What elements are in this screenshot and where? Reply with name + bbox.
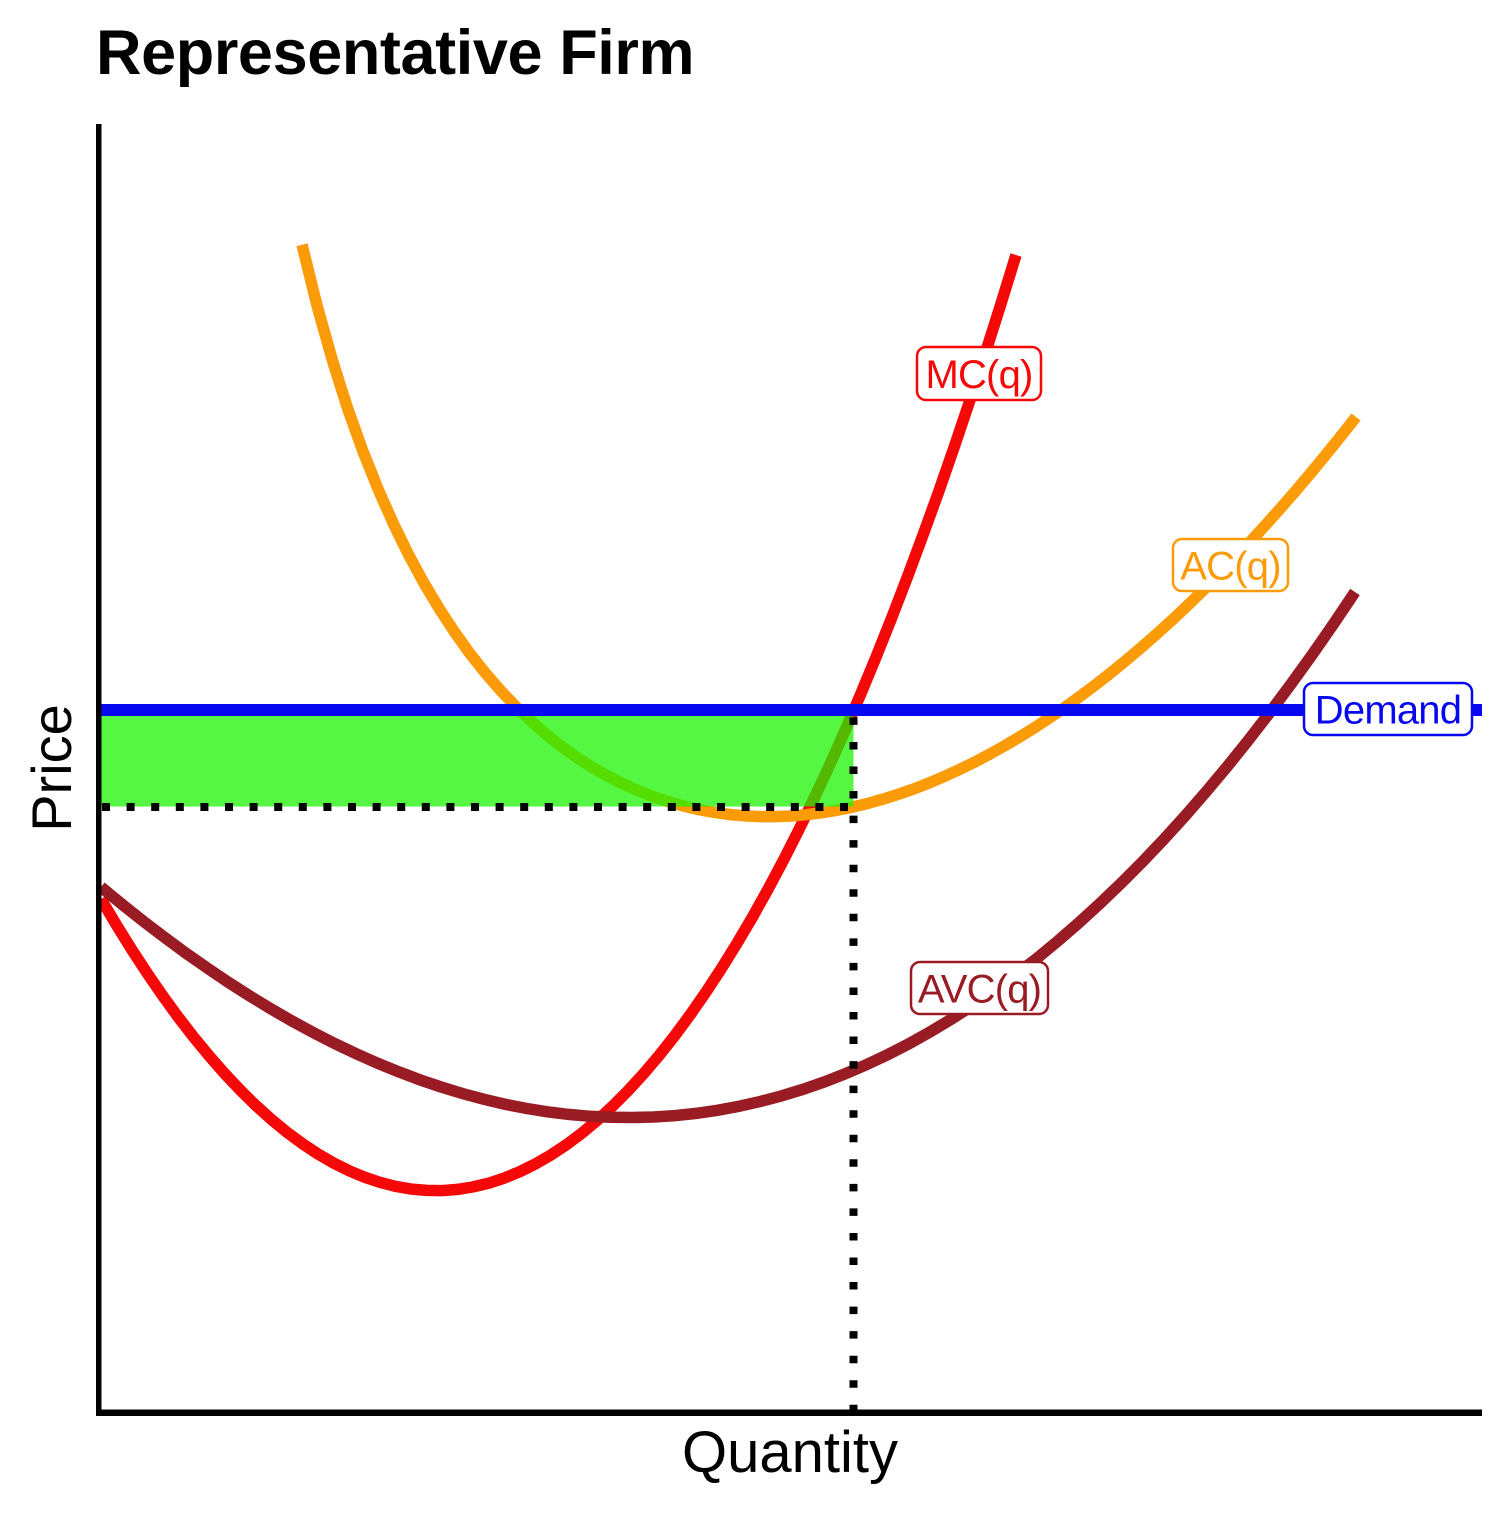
svg-text:AC(q): AC(q) <box>1180 545 1280 589</box>
svg-text:Representative Firm: Representative Firm <box>96 18 694 88</box>
svg-text:AVC(q): AVC(q) <box>918 968 1041 1012</box>
svg-text:Price: Price <box>20 704 83 832</box>
svg-text:MC(q): MC(q) <box>925 353 1032 397</box>
svg-text:Quantity: Quantity <box>682 1420 898 1485</box>
svg-text:Demand: Demand <box>1315 689 1461 733</box>
